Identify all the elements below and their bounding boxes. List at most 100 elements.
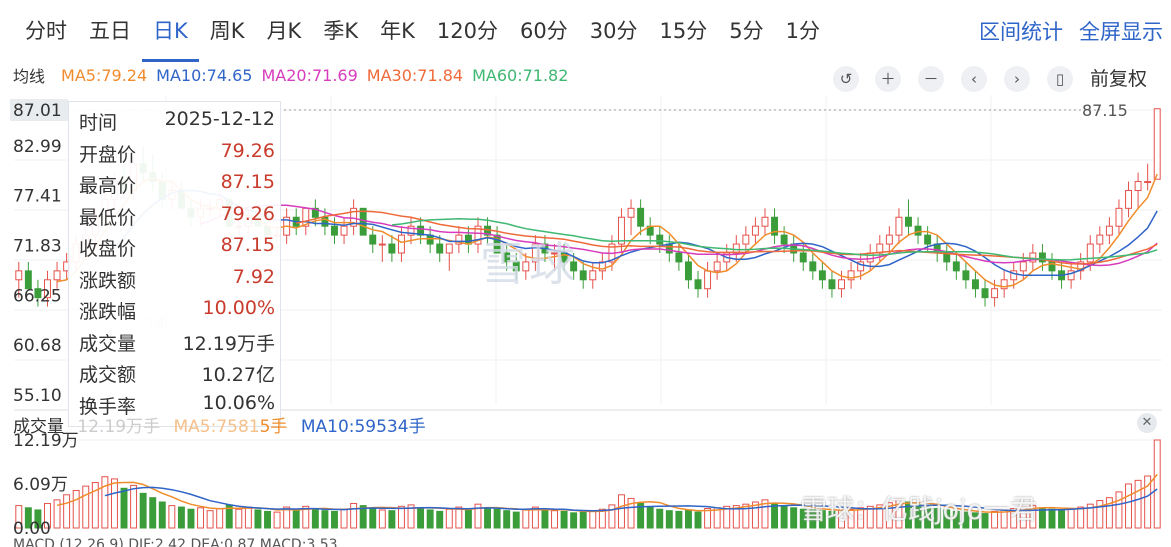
candle-body [952,261,960,272]
tooltip-value: 7.92 [232,265,275,288]
tooltip-value: 12.19万手 [182,332,275,355]
candle-body [493,234,501,254]
close-icon[interactable]: ✕ [1137,413,1157,433]
candle-body [1115,207,1123,227]
tab-4[interactable]: 月K [266,19,302,43]
volume-bar [847,508,855,529]
candle-body [331,225,338,236]
candle-body [924,234,932,245]
candle-icon[interactable]: ▯ [1047,66,1073,92]
candle-body [1038,252,1046,263]
tooltip-key: 成交量 [79,332,137,355]
tab-2[interactable]: 日K [142,0,199,62]
tab-6[interactable]: 年K [380,19,415,43]
candle-body [618,216,625,245]
adjust-mode-button[interactable]: 前复权 [1090,68,1148,90]
volume-bar [828,510,836,529]
candle-body [751,225,759,236]
tooltip-row: 收盘价 87.15 [79,234,275,262]
candle-body [838,279,845,290]
tab-5[interactable]: 季K [323,19,359,43]
volume-bar [158,501,166,529]
tab-9[interactable]: 30分 [589,19,638,43]
tab-11[interactable]: 5分 [729,19,764,43]
tooltip-row: 涨跌幅 10.00% [79,297,275,325]
candle-body [579,270,587,281]
price-tick-label: 55.10 [13,386,62,406]
tooltip-value: 79.26 [220,139,275,162]
candle-body [1134,181,1142,191]
volume-bar [1115,491,1123,529]
candle-body [914,225,922,236]
ma-legend-item: MA20:71.69 [261,65,358,85]
candle-body [962,270,970,281]
candle-body [1153,108,1161,180]
fullscreen-link[interactable]: 全屏显示 [1079,20,1163,44]
volume-bar [264,510,271,529]
volume-bar [311,508,319,529]
ma-legend-item: MA10:74.65 [156,65,253,85]
tooltip-row: 时间 2025-12-12 [79,108,275,136]
candle-body [780,234,788,245]
zoom-in-icon[interactable]: ＋ [875,66,901,92]
chevron-right-icon[interactable]: › [1004,66,1030,92]
tooltip-value: 2025-12-12 [164,108,275,130]
volume-bar [388,510,396,529]
volume-ma-line [104,486,1158,512]
tab-0[interactable]: 分时 [25,19,67,43]
ma-legend-label: 均线 [13,67,46,86]
volume-bar [206,510,214,529]
volume-bar [1144,475,1152,529]
volume-bar [426,509,434,529]
volume-bar [522,509,530,529]
volume-label: 成交量 [13,417,64,437]
candle-body [799,252,807,263]
volume-bar [560,510,568,529]
candle-body [474,225,482,245]
tab-7[interactable]: 120分 [436,19,498,43]
candle-body [321,216,329,227]
candle-body [818,270,826,281]
candle-body [637,207,645,227]
tooltip-row: 最高价 87.15 [79,171,275,199]
tab-12[interactable]: 1分 [785,19,820,43]
volume-bar [1048,508,1056,529]
tooltip-key: 最低价 [79,206,137,229]
candle-tooltip: 时间 2025-12-12 开盘价 79.26 最高价 87.15 最低价 79.26 收盘价 8… [68,101,281,427]
volume-bar [493,508,501,529]
candle-body [1000,279,1008,290]
volume-bar [91,482,99,529]
volume-bar [273,511,281,529]
tooltip-key: 最高价 [79,175,137,197]
price-tick-label: 82.99 [13,137,62,157]
volume-bar [627,497,635,529]
undo-icon[interactable]: ↺ [833,66,859,92]
zoom-out-icon[interactable]: － [918,66,944,92]
chevron-left-icon[interactable]: ‹ [961,66,987,92]
volume-bar [321,510,329,529]
tooltip-value: 87.15 [220,171,275,193]
tooltip-value: 10.06% [202,391,275,414]
volume-bar [1077,506,1085,529]
candle-body [589,270,597,281]
volume-bar [63,494,71,529]
tab-1[interactable]: 五日 [89,19,131,43]
range-stats-link[interactable]: 区间统计 [979,20,1063,44]
volume-bar [684,509,692,529]
tooltip-row: 开盘价 79.26 [79,140,275,168]
tab-10[interactable]: 15分 [659,19,708,43]
volume-bar [302,505,310,529]
candle-body [426,234,434,245]
tab-8[interactable]: 60分 [520,19,568,43]
candle-body [407,225,415,236]
volume-bar [15,505,23,529]
volume-bar [1134,479,1142,529]
candle-body [1029,252,1037,263]
volume-bar [551,510,558,529]
volume-legend: 成交量 12.19万手 MA5:75815手 MA10:59534手 [13,412,434,437]
candle-body [656,234,664,245]
volume-bar [417,507,425,529]
volume-bar [598,508,606,529]
candle-body [570,261,578,272]
tab-3[interactable]: 周K [209,19,245,43]
